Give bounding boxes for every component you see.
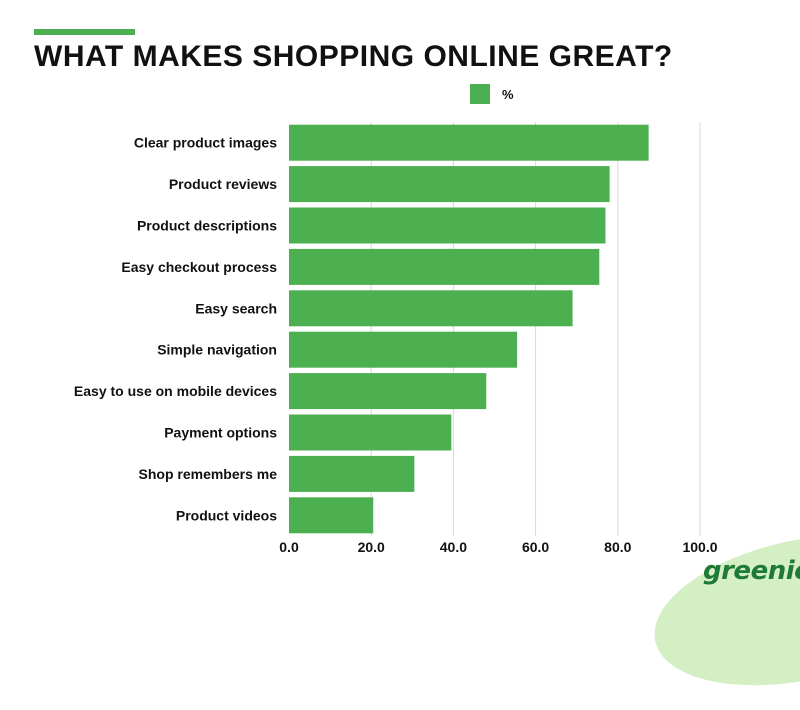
bar — [289, 207, 606, 244]
category-label: Shop remembers me — [139, 466, 278, 482]
legend-swatch — [470, 84, 490, 104]
x-tick-label: 20.0 — [358, 539, 385, 555]
x-tick-label: 60.0 — [522, 539, 549, 555]
bar — [289, 331, 518, 368]
bar — [289, 414, 452, 451]
title-accent-line — [34, 29, 135, 35]
chart-title: WHAT MAKES SHOPPING ONLINE GREAT? — [34, 40, 673, 73]
category-label: Clear product images — [134, 135, 277, 151]
category-label: Simple navigation — [157, 342, 277, 358]
x-axis-ticks: 0.0 20.0 40.0 60.0 80.0 100.0 — [279, 539, 717, 555]
bar — [289, 497, 374, 534]
category-label: Easy to use on mobile devices — [74, 383, 277, 399]
bar — [289, 248, 600, 285]
x-tick-label: 80.0 — [604, 539, 631, 555]
category-label: Easy checkout process — [121, 259, 277, 275]
bar — [289, 124, 649, 161]
category-label: Easy search — [195, 300, 277, 316]
x-tick-label: 0.0 — [279, 539, 299, 555]
bar — [289, 290, 573, 327]
brand-logo: greenice — [703, 556, 800, 586]
category-label: Product descriptions — [137, 218, 277, 234]
category-label: Product reviews — [169, 176, 277, 192]
bar — [289, 166, 610, 203]
category-label: Product videos — [176, 507, 277, 523]
bar-chart: Clear product images Product reviews Produ… — [74, 122, 718, 555]
bar — [289, 373, 487, 410]
category-label: Payment options — [164, 425, 277, 441]
category-labels: Clear product images Product reviews Produ… — [74, 135, 277, 524]
bar — [289, 455, 415, 492]
bars — [289, 124, 649, 534]
chart-legend: % — [470, 84, 514, 104]
legend-label: % — [502, 86, 514, 102]
x-tick-label: 40.0 — [440, 539, 467, 555]
x-tick-label: 100.0 — [682, 539, 717, 555]
